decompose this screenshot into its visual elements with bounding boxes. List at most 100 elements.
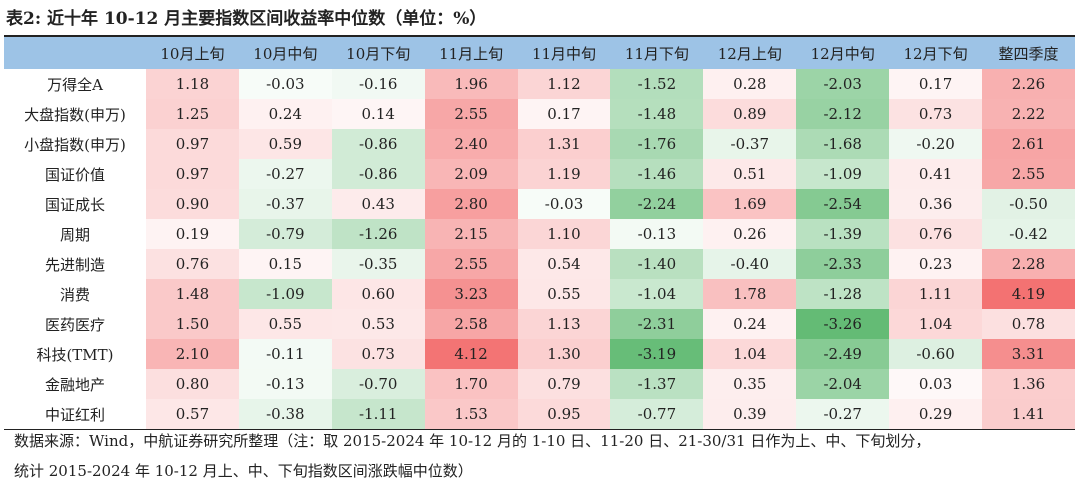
column-header: 12月上旬 bbox=[703, 36, 797, 69]
value-cell: 0.43 bbox=[331, 189, 425, 219]
column-header: 12月中旬 bbox=[796, 36, 890, 69]
row-label: 消费 bbox=[59, 285, 90, 304]
value-cell: -0.03 bbox=[517, 189, 611, 219]
value-cell: 0.17 bbox=[517, 99, 611, 129]
value-cell: 0.95 bbox=[517, 399, 611, 430]
value-cell: -1.37 bbox=[610, 369, 704, 399]
header-corner bbox=[4, 36, 146, 69]
value-cell: 2.22 bbox=[982, 99, 1075, 129]
value-cell: -0.35 bbox=[331, 249, 425, 279]
value-cell: -1.52 bbox=[610, 69, 704, 99]
value-cell: 1.04 bbox=[889, 309, 983, 339]
value-cell: -0.38 bbox=[238, 399, 332, 430]
value-cell: 1.31 bbox=[517, 129, 611, 159]
value-cell: 0.41 bbox=[889, 159, 983, 189]
column-header: 10月下旬 bbox=[331, 36, 425, 69]
value-cell: 1.53 bbox=[424, 399, 518, 430]
value-cell: -1.46 bbox=[610, 159, 704, 189]
header-row: 10月上旬 10月中旬 10月下旬 11月上旬 11月中旬 11月下旬 12月上旬 12月中旬… bbox=[4, 36, 1075, 69]
returns-table: 10月上旬 10月中旬 10月下旬 11月上旬 11月中旬 11月下旬 12月上旬 12月中旬… bbox=[4, 35, 1075, 430]
value-cell: 2.09 bbox=[424, 159, 518, 189]
value-cell: -0.37 bbox=[238, 189, 332, 219]
value-cell: -0.11 bbox=[238, 339, 332, 369]
value-cell: 0.55 bbox=[517, 279, 611, 309]
table-title: 表2: 近十年 10-12 月主要指数区间收益率中位数（单位：%） bbox=[6, 9, 487, 29]
value-cell: 1.78 bbox=[703, 279, 797, 309]
column-header: 10月中旬 bbox=[238, 36, 332, 69]
value-cell: 0.73 bbox=[889, 99, 983, 129]
value-cell: 0.14 bbox=[331, 99, 425, 129]
value-cell: 2.26 bbox=[982, 69, 1075, 99]
value-cell: -0.50 bbox=[982, 189, 1075, 219]
value-cell: 0.36 bbox=[889, 189, 983, 219]
value-cell: 0.23 bbox=[889, 249, 983, 279]
table-row: 中证红利 0.57 -0.38 -1.11 1.53 0.95 -0.77 0.39 -0.27… bbox=[4, 399, 1075, 430]
row-label: 周期 bbox=[59, 225, 90, 244]
table-row: 国证价值 0.97 -0.27 -0.86 2.09 1.19 -1.46 0.51 -1.09… bbox=[4, 159, 1075, 189]
value-cell: 0.03 bbox=[889, 369, 983, 399]
value-cell: 0.28 bbox=[703, 69, 797, 99]
value-cell: 2.40 bbox=[424, 129, 518, 159]
value-cell: -2.49 bbox=[796, 339, 890, 369]
value-cell: 1.96 bbox=[424, 69, 518, 99]
value-cell: -1.09 bbox=[238, 279, 332, 309]
value-cell: -2.12 bbox=[796, 99, 890, 129]
value-cell: 2.55 bbox=[424, 99, 518, 129]
value-cell: 2.55 bbox=[982, 159, 1075, 189]
value-cell: -0.86 bbox=[331, 129, 425, 159]
table-row: 万得全A 1.18 -0.03 -0.16 1.96 1.12 -1.52 0.28 -2.03… bbox=[4, 69, 1075, 99]
value-cell: -1.48 bbox=[610, 99, 704, 129]
value-cell: 1.11 bbox=[889, 279, 983, 309]
table-row: 金融地产 0.80 -0.13 -0.70 1.70 0.79 -1.37 0.35 -2.04… bbox=[4, 369, 1075, 399]
value-cell: 2.55 bbox=[424, 249, 518, 279]
value-cell: 1.13 bbox=[517, 309, 611, 339]
value-cell: -0.79 bbox=[238, 219, 332, 249]
value-cell: -0.03 bbox=[238, 69, 332, 99]
value-cell: -1.39 bbox=[796, 219, 890, 249]
value-cell: -0.40 bbox=[703, 249, 797, 279]
value-cell: 0.97 bbox=[146, 129, 239, 159]
value-cell: 0.17 bbox=[889, 69, 983, 99]
value-cell: 0.35 bbox=[703, 369, 797, 399]
value-cell: 4.19 bbox=[982, 279, 1075, 309]
value-cell: 2.80 bbox=[424, 189, 518, 219]
value-cell: -0.37 bbox=[703, 129, 797, 159]
value-cell: 1.69 bbox=[703, 189, 797, 219]
value-cell: -0.77 bbox=[610, 399, 704, 430]
value-cell: -1.68 bbox=[796, 129, 890, 159]
row-label: 国证价值 bbox=[44, 165, 105, 184]
value-cell: 1.04 bbox=[703, 339, 797, 369]
table-row: 科技(TMT) 2.10 -0.11 0.73 4.12 1.30 -3.19 1.04 -2.… bbox=[4, 339, 1075, 369]
table-row: 国证成长 0.90 -0.37 0.43 2.80 -0.03 -2.24 1.69 -2.54… bbox=[4, 189, 1075, 219]
value-cell: -1.76 bbox=[610, 129, 704, 159]
value-cell: -0.13 bbox=[238, 369, 332, 399]
value-cell: 0.39 bbox=[703, 399, 797, 430]
value-cell: 0.24 bbox=[703, 309, 797, 339]
value-cell: 0.29 bbox=[889, 399, 983, 430]
value-cell: -3.19 bbox=[610, 339, 704, 369]
source-note-line2: 统计 2015-2024 年 10-12 月上、中、下旬指数区间涨跌幅中位数） bbox=[14, 462, 473, 480]
value-cell: 1.25 bbox=[146, 99, 239, 129]
value-cell: 2.61 bbox=[982, 129, 1075, 159]
value-cell: -1.40 bbox=[610, 249, 704, 279]
value-cell: 2.10 bbox=[146, 339, 239, 369]
value-cell: 0.55 bbox=[238, 309, 332, 339]
row-label: 小盘指数(申万) bbox=[24, 135, 126, 154]
value-cell: 0.59 bbox=[238, 129, 332, 159]
value-cell: 2.15 bbox=[424, 219, 518, 249]
table-row: 周期 0.19 -0.79 -1.26 2.15 1.10 -0.13 0.26 -1.39 0.… bbox=[4, 219, 1075, 249]
value-cell: 2.58 bbox=[424, 309, 518, 339]
value-cell: -2.33 bbox=[796, 249, 890, 279]
value-cell: 0.78 bbox=[982, 309, 1075, 339]
value-cell: -1.11 bbox=[331, 399, 425, 430]
value-cell: -3.26 bbox=[796, 309, 890, 339]
value-cell: 0.76 bbox=[889, 219, 983, 249]
table-row: 大盘指数(申万) 1.25 0.24 0.14 2.55 0.17 -1.48 0.89 -2.… bbox=[4, 99, 1075, 129]
row-label: 大盘指数(申万) bbox=[24, 105, 126, 124]
value-cell: 0.51 bbox=[703, 159, 797, 189]
value-cell: 0.89 bbox=[703, 99, 797, 129]
value-cell: 0.53 bbox=[331, 309, 425, 339]
source-note-line1: 数据来源：Wind，中航证券研究所整理（注：取 2015-2024 年 10-1… bbox=[14, 432, 931, 450]
value-cell: 0.90 bbox=[146, 189, 239, 219]
value-cell: 0.80 bbox=[146, 369, 239, 399]
